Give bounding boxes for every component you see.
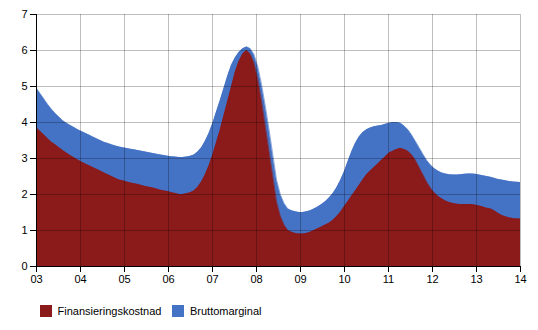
svg-text:10: 10 — [338, 273, 350, 285]
svg-text:09: 09 — [294, 273, 306, 285]
svg-text:03: 03 — [30, 273, 42, 285]
svg-text:05: 05 — [118, 273, 130, 285]
svg-text:14: 14 — [514, 273, 526, 285]
svg-text:3: 3 — [21, 152, 27, 164]
svg-text:08: 08 — [250, 273, 262, 285]
svg-text:04: 04 — [74, 273, 86, 285]
svg-text:5: 5 — [21, 80, 27, 92]
svg-text:13: 13 — [470, 273, 482, 285]
html-text:Finansieringskostnad: Finansieringskostnad — [57, 304, 162, 317]
svg-text:2: 2 — [21, 188, 27, 200]
svg-text:0: 0 — [21, 260, 27, 272]
svg-text:1: 1 — [21, 224, 27, 236]
svg-text:6: 6 — [21, 44, 27, 56]
svg-text:07: 07 — [206, 273, 218, 285]
html-text:Bruttomarginal: Bruttomarginal — [190, 304, 262, 317]
svg-text:4: 4 — [21, 116, 27, 128]
svg-text:06: 06 — [162, 273, 174, 285]
svg-text:7: 7 — [21, 8, 27, 20]
svg-text:12: 12 — [426, 273, 438, 285]
svg-text:11: 11 — [383, 273, 394, 285]
